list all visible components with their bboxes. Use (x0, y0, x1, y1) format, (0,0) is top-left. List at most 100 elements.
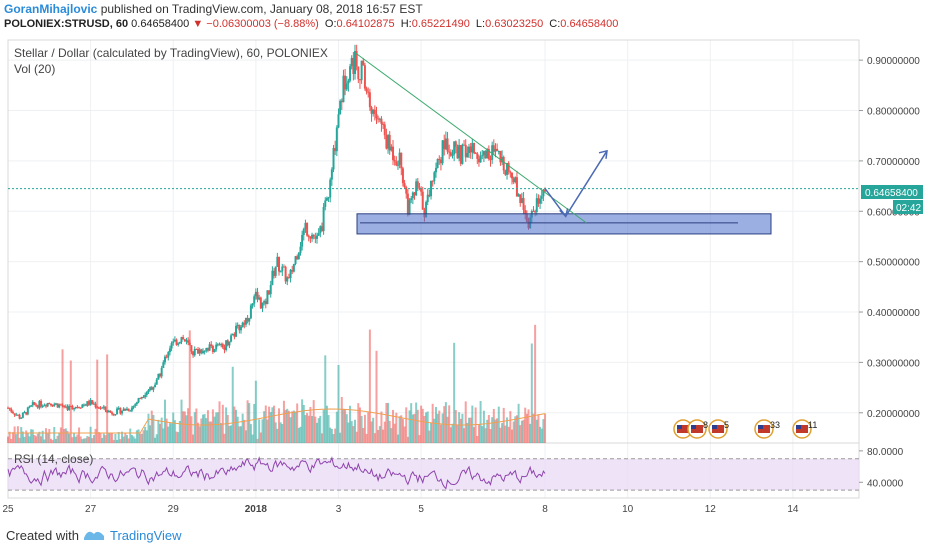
candle-body (48, 402, 51, 404)
y-tick-label: 0.70000000 (867, 157, 920, 168)
volume-bar (339, 432, 342, 443)
volume-bar (124, 433, 127, 443)
event-flag: 5 (708, 419, 729, 439)
candle-body (193, 349, 196, 356)
volume-bar (167, 426, 170, 443)
candle-body (410, 198, 413, 201)
candle-body (213, 349, 216, 353)
candle-body (233, 333, 236, 337)
volume-bar (7, 436, 9, 443)
support-zone (356, 213, 772, 235)
chart-canvas[interactable]: 80.0000 40.0000 0.90000000 0.80000000 0.700… (0, 0, 932, 518)
volume-bar (71, 437, 74, 443)
candle-body (532, 211, 535, 213)
volume-bar (393, 423, 396, 443)
volume-bar (101, 438, 104, 443)
event-markers[interactable]: 2853311 (673, 419, 817, 439)
volume-bar (53, 426, 56, 443)
candle-body (408, 200, 411, 215)
volume-bar (430, 422, 433, 443)
candle-body (221, 344, 224, 348)
candle-body (91, 400, 94, 405)
candle-body (155, 379, 158, 385)
candle-body (291, 269, 294, 272)
volume-bar (365, 433, 368, 443)
price-pane-frame (7, 39, 860, 444)
volume-bar (264, 405, 267, 443)
tradingview-logo-icon[interactable] (82, 526, 106, 542)
event-count: 8 (703, 420, 708, 430)
volume-bar (520, 420, 523, 443)
candle-body (218, 344, 221, 346)
volume-bars (7, 324, 547, 443)
candle-body (139, 398, 142, 400)
volume-bar (487, 414, 490, 443)
volume-bar (119, 439, 122, 443)
candle-body (420, 188, 423, 192)
event-count: 5 (724, 420, 729, 430)
candle-body (104, 406, 107, 411)
candle-body (33, 402, 36, 405)
candle-body (357, 66, 360, 80)
candle-body (542, 189, 545, 197)
volume-bar (529, 423, 532, 443)
candle-body (51, 405, 54, 407)
candle-body (274, 266, 277, 276)
candle-body (28, 406, 31, 408)
volume-bar (415, 402, 418, 443)
author-link[interactable]: GoranMihajlovic (4, 2, 98, 16)
volume-bar (296, 403, 299, 443)
candle-body (519, 194, 522, 203)
candle-body (66, 406, 69, 410)
volume-bar (125, 435, 128, 443)
volume-bar (426, 411, 429, 443)
volume-bar (170, 423, 173, 443)
candle-body (263, 301, 266, 303)
volume-bar (198, 426, 201, 443)
volume-bar (43, 439, 46, 443)
x-tick-label: 12 (705, 504, 717, 515)
time-axis[interactable]: 25 27 29 2018 3 5 8 10 12 14 (2, 504, 798, 515)
volume-bar (501, 423, 504, 443)
publish-header: GoranMihajlovic published on TradingView… (4, 2, 423, 16)
candle-body (25, 412, 28, 415)
volume-bar (289, 417, 292, 443)
candle-body (43, 405, 46, 407)
tradingview-link[interactable]: TradingView (110, 528, 182, 543)
volume-bar (281, 423, 284, 443)
price-axis[interactable]: 0.900000000.800000000.700000000.60000000… (859, 56, 920, 420)
x-tick-label: 5 (418, 504, 424, 515)
volume-bar (352, 426, 355, 443)
candle-body (431, 180, 434, 182)
candle-body (152, 387, 155, 390)
volume-bar (86, 436, 89, 443)
volume-bar (195, 408, 198, 443)
x-tick-label: 14 (787, 504, 799, 515)
volume-bar (325, 405, 328, 443)
volume-bar (345, 414, 348, 443)
candle-body (494, 148, 497, 152)
volume-bar (477, 424, 480, 443)
x-tick-label: 29 (168, 504, 180, 515)
last-price-marker: 0.64658400 02:42 (861, 185, 923, 214)
candle-body (459, 144, 462, 164)
candle-body (358, 79, 361, 81)
candle-body (320, 226, 323, 232)
volume-bar (514, 416, 517, 443)
down-arrow-icon: ▼ (192, 18, 204, 30)
volume-bar (182, 411, 185, 443)
candle-body (46, 402, 49, 407)
volume-bar (380, 411, 383, 443)
volume-bar (354, 419, 357, 443)
candle-body (172, 341, 175, 344)
drawings[interactable] (354, 52, 772, 235)
candle-body (15, 414, 18, 416)
volume-bar (423, 415, 426, 443)
volume-bar (481, 426, 484, 443)
candle-body (466, 153, 469, 158)
volume-bar (21, 431, 24, 443)
y-tick-label: 0.90000000 (867, 56, 920, 67)
volume-bar (94, 428, 97, 443)
volume-bar (116, 439, 119, 443)
volume-bar (157, 419, 160, 443)
